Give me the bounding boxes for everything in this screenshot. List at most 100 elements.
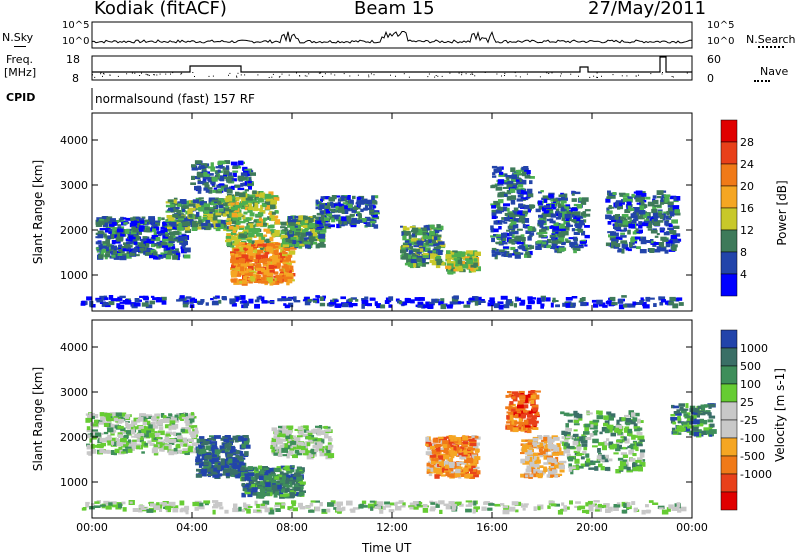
heatmap-cell bbox=[195, 461, 201, 465]
heatmap-cell bbox=[460, 473, 465, 477]
heatmap-cell bbox=[125, 446, 132, 449]
heatmap-cell bbox=[155, 297, 162, 303]
heatmap-cell bbox=[184, 412, 188, 417]
heatmap-cell bbox=[115, 239, 121, 244]
heatmap-cell bbox=[618, 248, 622, 252]
heatmap-cell bbox=[209, 435, 215, 438]
heatmap-cell bbox=[464, 466, 471, 469]
heatmap-cell bbox=[280, 481, 285, 486]
heatmap-cell bbox=[654, 248, 661, 253]
heatmap-cell bbox=[154, 413, 161, 417]
heatmap-cell bbox=[433, 469, 440, 474]
heatmap-cell bbox=[578, 300, 584, 303]
heatmap-cell bbox=[116, 442, 122, 447]
heatmap-cell bbox=[569, 212, 574, 217]
heatmap-cell bbox=[187, 218, 194, 222]
heatmap-cell bbox=[536, 465, 544, 468]
heatmap-cell bbox=[280, 269, 284, 274]
heatmap-cell bbox=[643, 200, 647, 203]
heatmap-cell bbox=[300, 425, 306, 429]
heatmap-cell bbox=[350, 297, 357, 300]
heatmap-cell bbox=[294, 225, 298, 228]
heatmap-cell bbox=[415, 304, 419, 308]
heatmap-cell bbox=[293, 445, 297, 450]
heatmap-cell bbox=[197, 438, 204, 444]
heatmap-cell bbox=[145, 304, 153, 309]
heatmap-cell bbox=[141, 216, 146, 219]
heatmap-cell bbox=[289, 260, 296, 264]
heatmap-cell bbox=[161, 242, 168, 245]
heatmap-cell bbox=[549, 225, 555, 229]
heatmap-cell bbox=[607, 221, 612, 225]
heatmap-cell bbox=[611, 218, 616, 223]
heatmap-cell bbox=[244, 489, 248, 494]
heatmap-cell bbox=[328, 196, 335, 202]
heatmap-cell bbox=[218, 208, 224, 212]
heatmap-cell bbox=[508, 241, 514, 244]
heatmap-cell bbox=[152, 228, 157, 232]
heatmap-cell bbox=[267, 239, 271, 242]
heatmap-cell bbox=[262, 279, 270, 282]
heatmap-cell bbox=[167, 249, 174, 254]
heatmap-cell bbox=[241, 492, 246, 498]
heatmap-cell bbox=[207, 438, 213, 441]
heatmap-cell bbox=[555, 208, 560, 213]
heatmap-cell bbox=[494, 251, 501, 256]
heatmap-cell bbox=[258, 217, 263, 222]
heatmap-cell bbox=[210, 201, 218, 206]
heatmap-cell bbox=[285, 474, 291, 478]
heatmap-cell bbox=[214, 449, 221, 455]
heatmap-cell bbox=[182, 437, 188, 442]
heatmap-cell bbox=[235, 221, 241, 225]
heatmap-cell bbox=[197, 302, 203, 305]
heatmap-cell bbox=[434, 243, 439, 247]
heatmap-cell bbox=[115, 412, 122, 417]
mhz-label: [MHz] bbox=[4, 66, 37, 79]
heatmap-cell bbox=[196, 211, 200, 217]
heatmap-cell bbox=[506, 177, 510, 180]
heatmap-cell bbox=[258, 254, 264, 257]
heatmap-cell bbox=[540, 303, 544, 309]
heatmap-cell bbox=[161, 217, 165, 221]
heatmap-cell bbox=[182, 245, 186, 251]
heatmap-cell bbox=[450, 267, 455, 272]
heatmap-cell bbox=[315, 227, 323, 231]
heatmap-cell bbox=[462, 264, 469, 269]
heatmap-cell bbox=[148, 424, 153, 429]
heatmap-cell bbox=[275, 274, 283, 278]
heatmap-cell bbox=[559, 204, 566, 208]
heatmap-cell bbox=[628, 207, 635, 211]
heatmap-cell bbox=[116, 228, 124, 233]
heatmap-cell bbox=[183, 415, 190, 420]
heatmap-cell bbox=[106, 243, 111, 247]
heatmap-cell bbox=[221, 200, 226, 203]
heatmap-cell bbox=[260, 204, 264, 210]
heatmap-cell bbox=[277, 256, 281, 261]
heatmap-cell bbox=[315, 206, 319, 210]
heatmap-cell bbox=[180, 236, 186, 241]
heatmap-cell bbox=[203, 462, 210, 466]
heatmap-cell bbox=[454, 472, 461, 478]
heatmap-cell bbox=[299, 236, 304, 242]
heatmap-cell bbox=[525, 468, 533, 473]
heatmap-cell bbox=[117, 226, 122, 229]
heatmap-cell bbox=[439, 464, 446, 470]
heatmap-cell bbox=[231, 471, 238, 475]
heatmap-cell bbox=[208, 210, 213, 215]
heatmap-cell bbox=[165, 233, 169, 237]
heatmap-cell bbox=[537, 200, 543, 205]
heatmap-cell bbox=[544, 213, 551, 217]
heatmap-cell bbox=[538, 234, 544, 238]
heatmap-cell bbox=[270, 255, 274, 259]
heatmap-cell bbox=[403, 253, 408, 257]
heatmap-cell bbox=[429, 464, 435, 468]
heatmap-cell bbox=[231, 303, 237, 307]
heatmap-cell bbox=[315, 199, 319, 204]
heatmap-cell bbox=[472, 296, 479, 302]
heatmap-cell bbox=[520, 197, 527, 200]
heatmap-cell bbox=[440, 298, 445, 303]
heatmap-cell bbox=[249, 172, 256, 176]
heatmap-cell bbox=[282, 229, 289, 232]
heatmap-cell bbox=[284, 475, 289, 480]
heatmap-cell bbox=[165, 431, 173, 435]
